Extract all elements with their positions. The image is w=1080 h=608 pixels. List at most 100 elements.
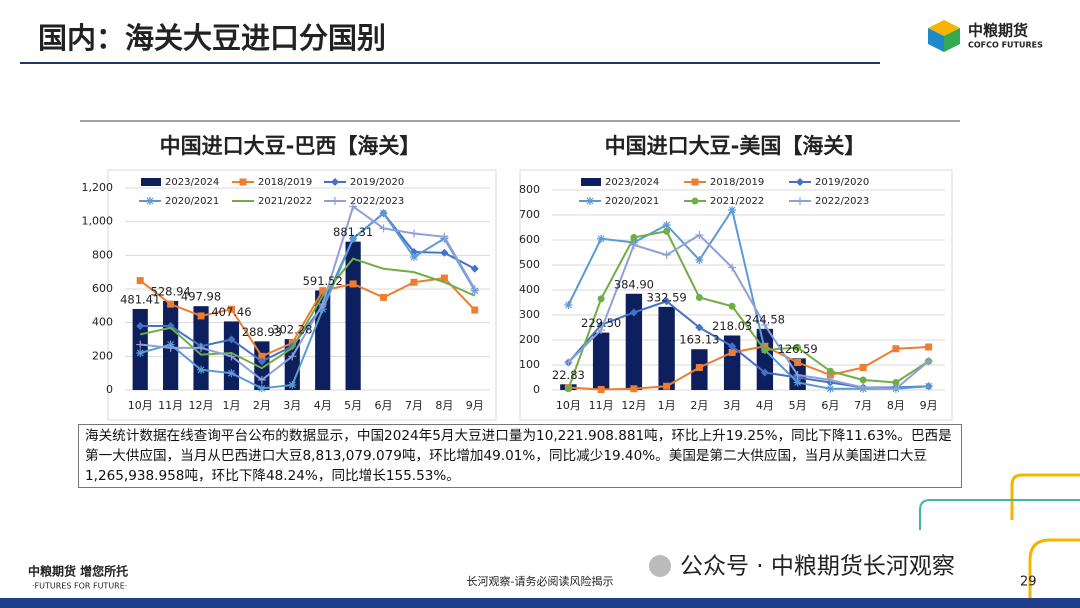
marker [728,342,737,351]
x-tick-label: 6月 [821,399,839,412]
marker [793,371,802,379]
data-label: 497.98 [181,290,221,304]
marker [728,349,736,356]
marker [794,344,802,351]
marker [924,357,933,366]
marker [380,293,388,301]
marker [695,323,704,332]
line [139,257,476,370]
y-tick-label: 800 [519,183,540,196]
bar [658,306,675,390]
y-tick-label: 0 [533,383,540,396]
data-label: 126.59 [778,342,818,356]
line [567,207,929,390]
x-tick-label: 9月 [466,399,484,412]
x-tick-label: 2月 [690,399,708,412]
marker [349,280,357,288]
marker [239,178,247,186]
x-tick-label: 3月 [723,399,741,412]
x-tick-label: 4月 [756,399,774,412]
watermark-icon [649,555,671,577]
marker [349,202,358,211]
data-label: 528.94 [151,284,191,298]
marker [440,232,449,241]
marker [586,197,594,205]
chart-frame [107,169,497,421]
marker [597,326,606,334]
marker [859,364,867,371]
x-tick-label: 7月 [854,399,872,412]
marker [826,384,835,393]
marker [892,379,900,386]
marker [146,197,154,205]
logo-icon [928,20,960,52]
marker [136,277,144,285]
marker [728,302,736,310]
marker [691,197,699,205]
line [140,204,476,382]
marker [379,224,388,233]
marker [826,376,835,384]
y-tick-label: 600 [519,233,540,246]
page-number: 29 [1020,575,1037,590]
marker [662,221,671,229]
marker [288,352,297,361]
marker [695,364,703,371]
marker [793,378,802,387]
marker [410,278,418,286]
x-tick-label: 6月 [375,399,393,412]
x-tick-label: 3月 [283,399,301,412]
marker [629,308,638,317]
marker [197,365,206,374]
marker [471,306,479,314]
marker [761,346,769,354]
marker [760,321,769,329]
data-label: 302.28 [272,323,312,337]
marker [409,229,418,238]
marker [629,241,638,249]
marker [166,343,175,352]
marker [597,234,606,243]
legend-swatch [141,178,161,186]
marker [796,197,804,205]
data-label: 384.90 [614,277,654,291]
marker [663,382,671,390]
decor [1028,538,1080,600]
marker [597,386,605,393]
x-tick-label: 4月 [314,399,332,412]
marker [564,301,573,309]
marker [379,209,388,218]
legend-label: 2020/2021 [605,196,659,207]
marker [826,367,834,375]
logo-text: 中粮期货 [968,22,1028,40]
legend-label: 2018/2019 [710,177,764,188]
marker [695,231,704,239]
footer-band [0,598,1080,608]
x-tick-label: 1月 [658,399,676,412]
marker [197,312,205,320]
y-tick-label: 800 [92,248,113,261]
legend-label: 2022/2023 [350,196,404,207]
line [567,230,930,390]
x-tick-label: 12月 [189,399,214,412]
marker [318,305,327,314]
marker [695,256,704,264]
marker [630,385,638,393]
marker [331,197,339,205]
y-tick-label: 600 [92,282,113,295]
y-tick-label: 700 [519,208,540,221]
marker [136,322,145,331]
marker [796,178,804,186]
marker [227,335,236,344]
x-tick-label: 2月 [253,399,271,412]
legend-swatch [581,178,601,186]
x-tick-label: 8月 [887,399,905,412]
x-tick-label: 1月 [222,399,240,412]
marker [695,294,703,301]
marker [662,297,671,306]
line [567,233,930,390]
bar [592,332,610,390]
marker [630,234,638,241]
data-label: 332.59 [647,290,687,304]
